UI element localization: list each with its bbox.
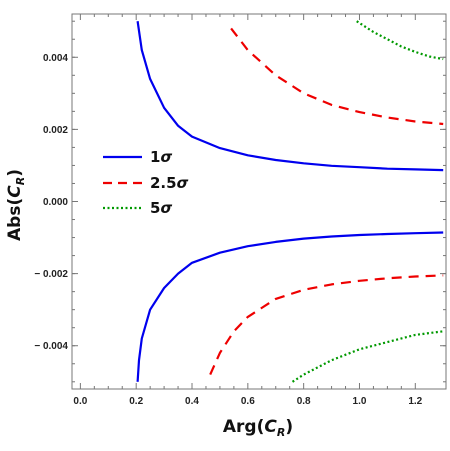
legend-item-2.5sigma: 2.5σ [103,174,189,192]
curve-2.5sigma-upper [230,27,444,126]
curve-2.5sigma-lower [209,274,444,376]
curve-1sigma-upper [136,21,444,172]
y-tick-label: − 0.004 [34,341,68,352]
x-tick-label: 0.0 [73,396,87,407]
x-tick-label: 1.0 [353,396,367,407]
plot-curves [136,20,444,383]
legend-label-1sigma: 1σ [150,148,172,166]
y-tick-label: 0.000 [43,197,68,208]
x-tick-label: 0.2 [129,396,143,407]
plot-border [71,13,447,390]
axis-ticks: 0.0 0.2 0.4 0.6 0.8 1.0 1.2 0.004 0.002 0.000 − 0.… [34,14,446,407]
curve-5sigma-upper [356,20,444,61]
x-tick-label: 0.6 [241,396,255,407]
y-tick-label: 0.004 [43,53,68,64]
y-axis-label: Abs(CR) [5,169,27,241]
legend-label-5sigma: 5σ [150,199,172,217]
plot-frame [71,13,447,390]
x-tick-label: 1.2 [408,396,422,407]
x-axis-label: Arg(CR) [223,417,293,439]
legend: 1σ 2.5σ 5σ [103,148,189,217]
legend-item-1sigma: 1σ [103,148,172,166]
y-tick-label: − 0.002 [34,269,68,280]
curve-1sigma-lower [136,231,444,382]
x-tick-label: 0.4 [185,396,199,407]
legend-item-5sigma: 5σ [103,199,172,217]
legend-label-2.5sigma: 2.5σ [150,174,189,192]
x-tick-label: 0.8 [297,396,311,407]
curve-5sigma-lower [291,330,444,383]
y-tick-label: 0.002 [43,125,68,136]
